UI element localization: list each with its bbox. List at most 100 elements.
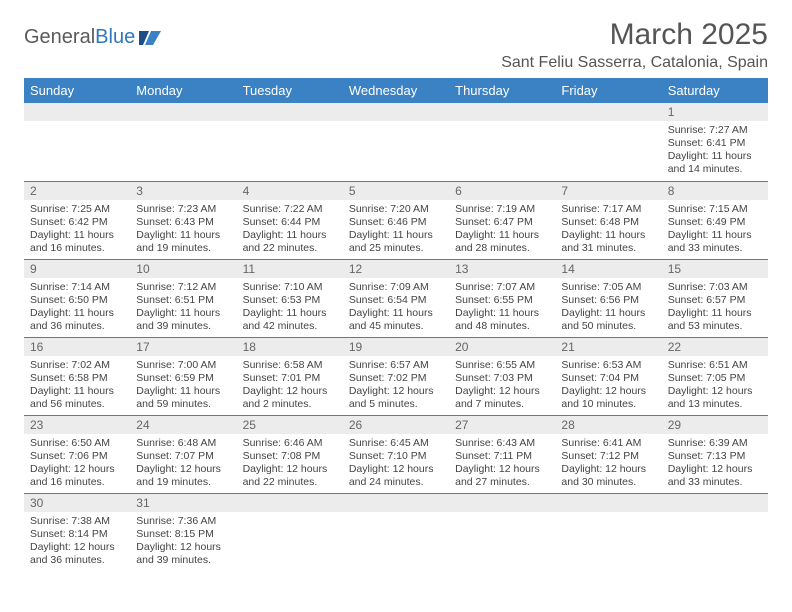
weekday-header: Friday [555,78,661,103]
day-detail-line: and 33 minutes. [668,242,762,255]
day-details: Sunrise: 7:19 AMSunset: 6:47 PMDaylight:… [449,200,555,259]
day-number: 8 [662,182,768,200]
day-details: Sunrise: 7:03 AMSunset: 6:57 PMDaylight:… [662,278,768,337]
day-detail-line: Sunset: 7:02 PM [349,372,443,385]
day-detail-line: and 56 minutes. [30,398,124,411]
day-details: Sunrise: 6:45 AMSunset: 7:10 PMDaylight:… [343,434,449,493]
day-details: Sunrise: 6:43 AMSunset: 7:11 PMDaylight:… [449,434,555,493]
day-detail-line: Daylight: 11 hours [243,229,337,242]
day-detail-line: and 28 minutes. [455,242,549,255]
calendar-cell: 7Sunrise: 7:17 AMSunset: 6:48 PMDaylight… [555,181,661,259]
day-details: Sunrise: 6:48 AMSunset: 7:07 PMDaylight:… [130,434,236,493]
day-detail-line: Sunset: 8:15 PM [136,528,230,541]
day-detail-line: Sunrise: 6:39 AM [668,437,762,450]
calendar-cell: 25Sunrise: 6:46 AMSunset: 7:08 PMDayligh… [237,415,343,493]
day-detail-line: Daylight: 11 hours [30,307,124,320]
day-detail-line: Daylight: 11 hours [30,385,124,398]
day-detail-line: and 31 minutes. [561,242,655,255]
day-details: Sunrise: 6:58 AMSunset: 7:01 PMDaylight:… [237,356,343,415]
logo-text-a: General [24,26,95,49]
day-detail-line: Sunset: 7:12 PM [561,450,655,463]
day-detail-line: Sunset: 6:50 PM [30,294,124,307]
calendar-cell [555,493,661,571]
day-detail-line: Sunset: 6:41 PM [668,137,762,150]
calendar-cell [237,103,343,181]
calendar-cell [662,493,768,571]
day-detail-line: Daylight: 11 hours [455,307,549,320]
day-detail-line: Daylight: 11 hours [136,229,230,242]
day-detail-line: Daylight: 11 hours [668,150,762,163]
day-detail-line: and 45 minutes. [349,320,443,333]
calendar-cell: 15Sunrise: 7:03 AMSunset: 6:57 PMDayligh… [662,259,768,337]
calendar-cell: 16Sunrise: 7:02 AMSunset: 6:58 PMDayligh… [24,337,130,415]
day-detail-line: Daylight: 12 hours [561,385,655,398]
day-detail-line: Sunset: 6:59 PM [136,372,230,385]
calendar-cell: 24Sunrise: 6:48 AMSunset: 7:07 PMDayligh… [130,415,236,493]
day-detail-line: Sunrise: 6:55 AM [455,359,549,372]
day-detail-line: and 59 minutes. [136,398,230,411]
day-details: Sunrise: 6:39 AMSunset: 7:13 PMDaylight:… [662,434,768,493]
day-detail-line: and 5 minutes. [349,398,443,411]
day-detail-line: Sunrise: 6:41 AM [561,437,655,450]
day-detail-line: Sunrise: 7:12 AM [136,281,230,294]
day-detail-line: Sunset: 6:49 PM [668,216,762,229]
calendar-cell: 19Sunrise: 6:57 AMSunset: 7:02 PMDayligh… [343,337,449,415]
calendar-cell: 6Sunrise: 7:19 AMSunset: 6:47 PMDaylight… [449,181,555,259]
day-detail-line: Sunset: 6:57 PM [668,294,762,307]
day-details: Sunrise: 7:07 AMSunset: 6:55 PMDaylight:… [449,278,555,337]
day-number: 9 [24,260,130,278]
day-detail-line: Sunrise: 7:07 AM [455,281,549,294]
day-detail-line: Sunset: 6:47 PM [455,216,549,229]
day-details: Sunrise: 7:15 AMSunset: 6:49 PMDaylight:… [662,200,768,259]
day-detail-line: and 39 minutes. [136,320,230,333]
day-detail-line: Daylight: 12 hours [243,385,337,398]
day-number [343,103,449,121]
day-details: Sunrise: 7:20 AMSunset: 6:46 PMDaylight:… [343,200,449,259]
day-details: Sunrise: 7:09 AMSunset: 6:54 PMDaylight:… [343,278,449,337]
day-details: Sunrise: 6:50 AMSunset: 7:06 PMDaylight:… [24,434,130,493]
day-detail-line: Sunrise: 7:27 AM [668,124,762,137]
day-detail-line: Daylight: 11 hours [668,307,762,320]
day-detail-line: Sunrise: 6:43 AM [455,437,549,450]
weekday-header: Thursday [449,78,555,103]
day-number: 15 [662,260,768,278]
day-detail-line: Sunrise: 7:20 AM [349,203,443,216]
day-detail-line: Sunset: 6:42 PM [30,216,124,229]
day-number [555,494,661,512]
day-detail-line: and 24 minutes. [349,476,443,489]
weekday-header: Wednesday [343,78,449,103]
day-number: 3 [130,182,236,200]
day-detail-line: Daylight: 11 hours [349,307,443,320]
calendar-cell: 8Sunrise: 7:15 AMSunset: 6:49 PMDaylight… [662,181,768,259]
day-detail-line: Daylight: 12 hours [349,463,443,476]
day-number [449,494,555,512]
logo: GeneralBlue [24,18,161,49]
day-details: Sunrise: 7:12 AMSunset: 6:51 PMDaylight:… [130,278,236,337]
day-detail-line: Sunset: 7:10 PM [349,450,443,463]
calendar-week-row: 1Sunrise: 7:27 AMSunset: 6:41 PMDaylight… [24,103,768,181]
day-detail-line: Sunrise: 6:51 AM [668,359,762,372]
day-detail-line: Daylight: 11 hours [561,229,655,242]
day-detail-line: Sunrise: 6:50 AM [30,437,124,450]
day-detail-line: Sunset: 7:03 PM [455,372,549,385]
day-detail-line: Daylight: 11 hours [136,307,230,320]
day-detail-line: Daylight: 12 hours [30,463,124,476]
calendar-cell: 3Sunrise: 7:23 AMSunset: 6:43 PMDaylight… [130,181,236,259]
day-detail-line: Daylight: 11 hours [455,229,549,242]
day-detail-line: Sunrise: 7:22 AM [243,203,337,216]
calendar-cell: 27Sunrise: 6:43 AMSunset: 7:11 PMDayligh… [449,415,555,493]
day-detail-line: Sunset: 6:43 PM [136,216,230,229]
day-detail-line: Sunrise: 7:02 AM [30,359,124,372]
day-detail-line: and 22 minutes. [243,242,337,255]
calendar-table: Sunday Monday Tuesday Wednesday Thursday… [24,78,768,571]
day-detail-line: Sunrise: 7:25 AM [30,203,124,216]
day-details: Sunrise: 7:10 AMSunset: 6:53 PMDaylight:… [237,278,343,337]
calendar-cell [449,493,555,571]
day-detail-line: and 48 minutes. [455,320,549,333]
calendar-cell: 23Sunrise: 6:50 AMSunset: 7:06 PMDayligh… [24,415,130,493]
day-number: 20 [449,338,555,356]
day-detail-line: Sunset: 6:54 PM [349,294,443,307]
day-detail-line: Daylight: 12 hours [243,463,337,476]
day-detail-line: Sunrise: 7:36 AM [136,515,230,528]
calendar-cell: 26Sunrise: 6:45 AMSunset: 7:10 PMDayligh… [343,415,449,493]
